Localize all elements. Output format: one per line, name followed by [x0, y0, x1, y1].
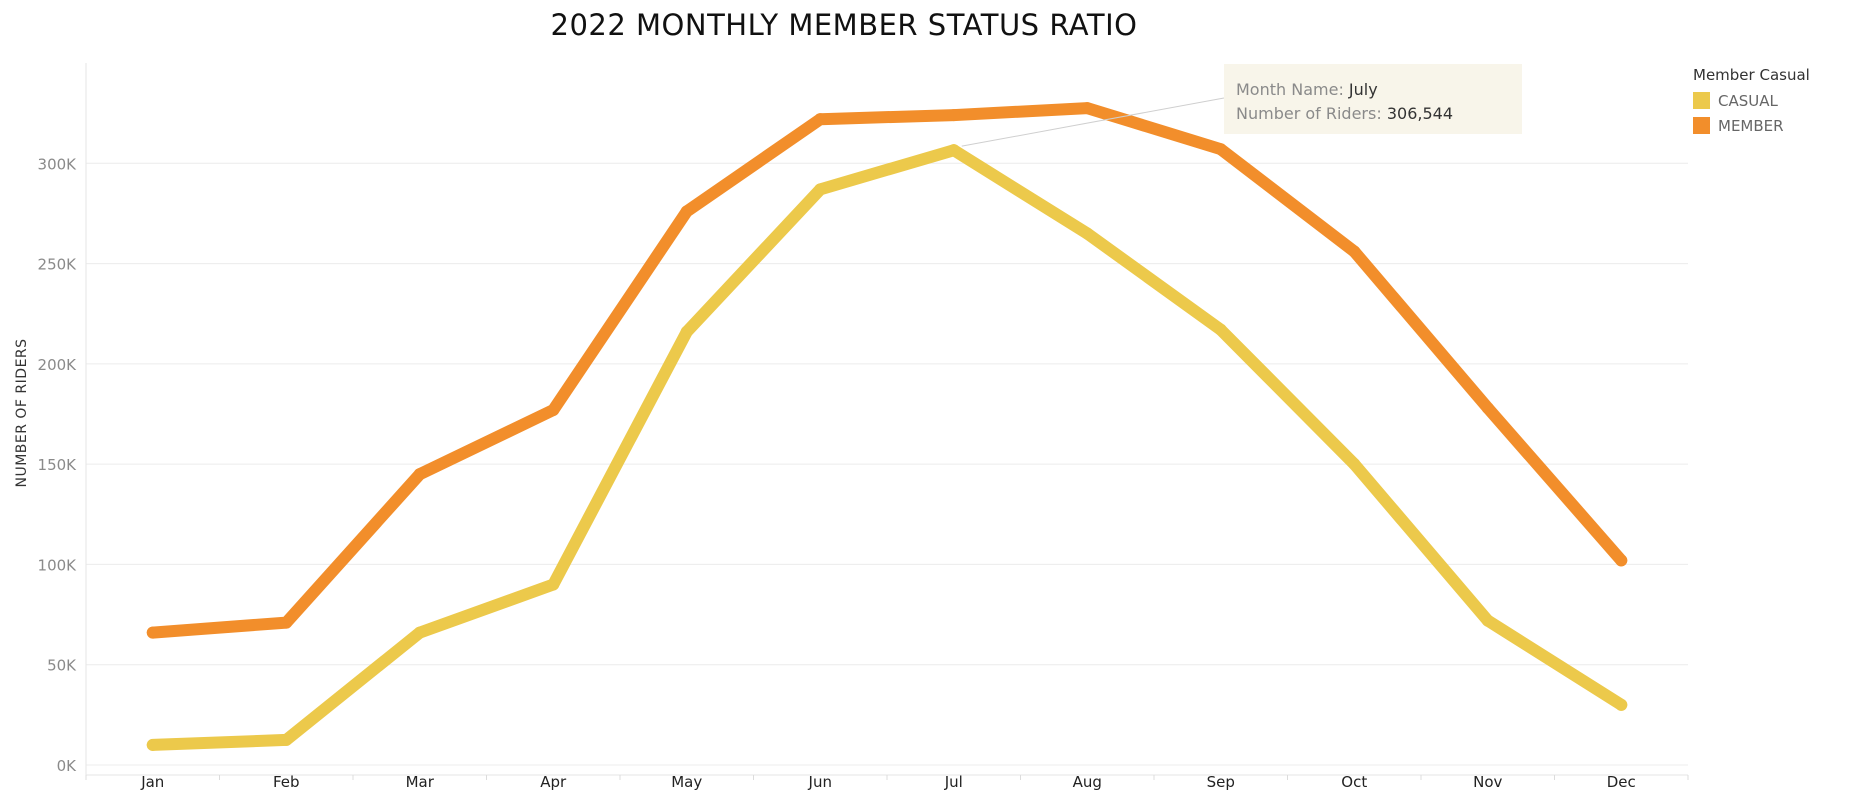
legend-swatch — [1693, 92, 1710, 109]
data-point-member[interactable] — [547, 403, 560, 416]
y-tick-label: 150K — [38, 456, 78, 474]
y-tick-label: 250K — [38, 256, 78, 274]
tooltip-leader-line — [961, 97, 1225, 147]
data-point-casual[interactable] — [413, 626, 426, 639]
x-tick-label: Nov — [1473, 773, 1502, 791]
x-tick-label: Aug — [1073, 773, 1102, 791]
data-point-casual[interactable] — [1081, 227, 1094, 240]
tooltip-month-value: July — [1348, 80, 1378, 99]
x-tick-label: Feb — [273, 773, 300, 791]
data-point-member[interactable] — [413, 468, 426, 481]
tooltip: Month Name: July Number of Riders: 306,5… — [1224, 64, 1522, 134]
data-point-casual[interactable] — [146, 738, 159, 751]
data-point-member[interactable] — [146, 626, 159, 639]
data-point-casual[interactable] — [947, 144, 960, 157]
y-axis-label: NUMBER OF RIDERS — [14, 338, 30, 487]
data-point-casual[interactable] — [547, 578, 560, 591]
x-tick-label: Apr — [540, 773, 567, 791]
x-tick-label: Dec — [1607, 773, 1636, 791]
tooltip-riders-label: Number of Riders: — [1236, 104, 1382, 123]
data-point-member[interactable] — [1081, 102, 1094, 115]
data-point-casual[interactable] — [1214, 323, 1227, 336]
legend-title: Member Casual — [1693, 66, 1810, 84]
series-lines — [146, 102, 1628, 751]
tooltip-month-row: Month Name: July — [1236, 78, 1510, 102]
data-point-member[interactable] — [1348, 245, 1361, 258]
data-point-member[interactable] — [280, 616, 293, 629]
data-point-member[interactable] — [947, 109, 960, 122]
gridlines — [86, 162, 1688, 766]
legend-items: CASUAL MEMBER — [1693, 88, 1810, 138]
series-line-casual[interactable] — [146, 144, 1628, 751]
legend-item-casual[interactable]: CASUAL — [1693, 88, 1810, 113]
data-point-casual[interactable] — [280, 733, 293, 746]
y-tick-label: 200K — [38, 356, 78, 374]
x-tick-label: Jan — [140, 773, 164, 791]
y-tick-label: 50K — [47, 657, 77, 675]
y-tick-label: 300K — [38, 155, 78, 173]
data-point-casual[interactable] — [1348, 458, 1361, 471]
tooltip-riders-row: Number of Riders: 306,544 — [1236, 102, 1510, 126]
series-line-member[interactable] — [146, 102, 1628, 639]
data-point-casual[interactable] — [814, 183, 827, 196]
x-tick-label: Jun — [808, 773, 832, 791]
y-tick-label: 0K — [57, 757, 78, 775]
data-point-casual[interactable] — [1615, 698, 1628, 711]
data-point-member[interactable] — [1214, 143, 1227, 156]
legend: Member Casual CASUAL MEMBER — [1693, 66, 1810, 138]
x-tick-labels: Jan Feb Mar Apr May Jun Jul Aug Sep Oct Nov Dec — [140, 773, 1636, 791]
x-tick-label: Sep — [1207, 773, 1235, 791]
x-tick-label: Jul — [944, 773, 963, 791]
data-point-member[interactable] — [680, 205, 693, 218]
chart-title: 2022 MONTHLY MEMBER STATUS RATIO — [550, 8, 1138, 42]
y-tick-label: 100K — [38, 556, 78, 574]
x-tick-label: Mar — [406, 773, 435, 791]
legend-item-member[interactable]: MEMBER — [1693, 113, 1810, 138]
data-point-member[interactable] — [1481, 401, 1494, 414]
legend-swatch — [1693, 117, 1710, 134]
x-tick-label: May — [671, 773, 702, 791]
data-point-casual[interactable] — [680, 325, 693, 338]
data-point-member[interactable] — [814, 113, 827, 126]
data-point-casual[interactable] — [1481, 614, 1494, 627]
tooltip-month-label: Month Name: — [1236, 80, 1344, 99]
data-point-member[interactable] — [1615, 554, 1628, 567]
axes — [85, 63, 1689, 780]
legend-label: CASUAL — [1718, 91, 1778, 110]
tooltip-riders-value: 306,544 — [1386, 104, 1453, 123]
legend-label: MEMBER — [1718, 116, 1784, 135]
x-tick-label: Oct — [1341, 773, 1367, 791]
y-tick-labels: 0K 50K 100K 150K 200K 250K 300K — [38, 155, 78, 775]
